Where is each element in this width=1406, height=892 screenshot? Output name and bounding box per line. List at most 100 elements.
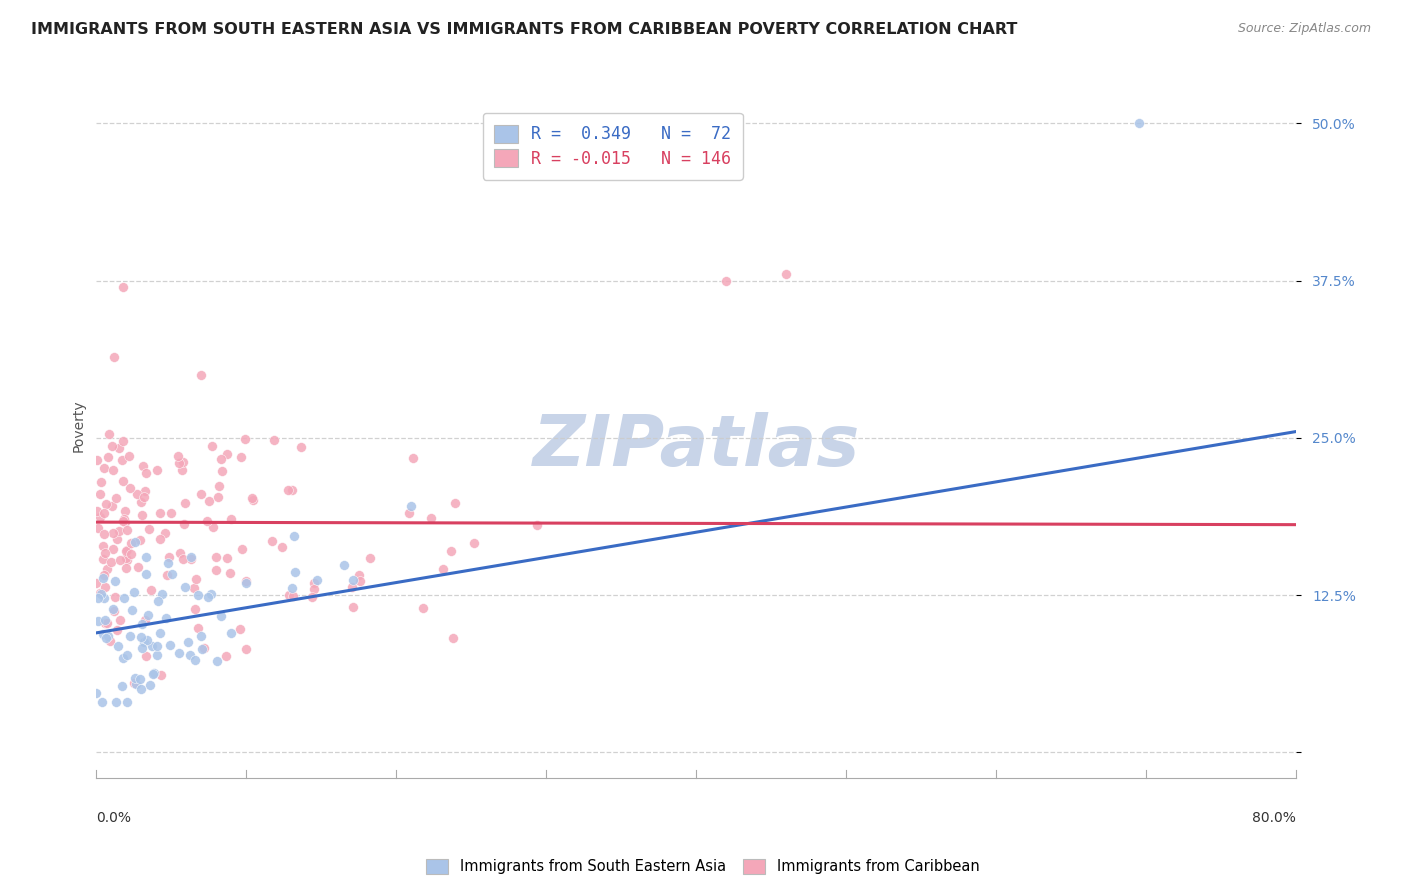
Point xyxy=(145,462,167,476)
Point xyxy=(90,475,112,490)
Point xyxy=(105,695,128,709)
Point xyxy=(150,587,173,601)
Point xyxy=(160,567,183,582)
Point xyxy=(276,483,298,497)
Point xyxy=(1128,116,1150,130)
Point xyxy=(124,535,146,549)
Point xyxy=(197,493,219,508)
Y-axis label: Poverty: Poverty xyxy=(72,399,86,451)
Point xyxy=(131,640,153,655)
Point xyxy=(167,449,190,463)
Point xyxy=(149,532,172,546)
Point xyxy=(219,566,242,580)
Point xyxy=(281,590,304,604)
Point xyxy=(89,509,111,524)
Point xyxy=(129,495,152,509)
Point xyxy=(118,629,141,643)
Point xyxy=(342,600,364,615)
Point xyxy=(97,450,120,465)
Point xyxy=(280,581,302,595)
Point xyxy=(118,449,141,463)
Point xyxy=(142,667,165,681)
Point xyxy=(131,616,153,631)
Point xyxy=(93,567,115,582)
Point xyxy=(114,515,136,529)
Point xyxy=(125,487,148,501)
Point xyxy=(94,616,117,631)
Point xyxy=(302,575,325,590)
Point xyxy=(94,546,117,560)
Point xyxy=(101,542,124,557)
Point xyxy=(304,582,326,596)
Point xyxy=(111,280,134,294)
Point xyxy=(240,491,263,505)
Point xyxy=(132,490,155,504)
Point xyxy=(112,434,135,448)
Point xyxy=(87,615,110,629)
Point xyxy=(89,487,111,501)
Point xyxy=(91,571,114,585)
Point xyxy=(242,493,264,508)
Point xyxy=(235,432,257,446)
Point xyxy=(93,591,115,606)
Point xyxy=(432,561,454,575)
Point xyxy=(211,464,233,478)
Point xyxy=(91,539,114,553)
Point xyxy=(441,631,464,645)
Point xyxy=(775,267,797,281)
Point xyxy=(398,506,420,520)
Point xyxy=(420,510,443,524)
Point xyxy=(117,553,139,567)
Point xyxy=(134,484,156,499)
Point xyxy=(112,591,135,606)
Point xyxy=(134,648,156,663)
Point xyxy=(120,548,142,562)
Point xyxy=(207,491,229,505)
Point xyxy=(301,590,323,604)
Point xyxy=(138,608,160,623)
Point xyxy=(149,668,172,682)
Point xyxy=(115,543,138,558)
Point xyxy=(138,522,160,536)
Point xyxy=(97,427,120,442)
Point xyxy=(114,504,136,518)
Point xyxy=(169,456,191,470)
Point xyxy=(86,576,108,591)
Point xyxy=(112,514,135,528)
Point xyxy=(93,460,115,475)
Point xyxy=(146,639,169,653)
Point xyxy=(180,550,202,565)
Point xyxy=(107,441,129,455)
Point xyxy=(190,629,212,643)
Point xyxy=(139,582,162,597)
Point xyxy=(149,507,172,521)
Text: ZIPatlas: ZIPatlas xyxy=(533,412,860,481)
Point xyxy=(156,567,179,582)
Point xyxy=(105,532,128,546)
Point xyxy=(120,481,142,495)
Point xyxy=(176,634,198,648)
Point xyxy=(235,642,257,657)
Point xyxy=(463,536,485,550)
Point xyxy=(135,566,157,581)
Point xyxy=(110,613,132,627)
Point xyxy=(201,439,224,453)
Point xyxy=(219,511,242,525)
Point xyxy=(122,675,145,690)
Point xyxy=(101,500,124,514)
Point xyxy=(108,553,131,567)
Point xyxy=(205,654,228,668)
Point xyxy=(139,678,162,692)
Point xyxy=(160,506,183,520)
Text: 80.0%: 80.0% xyxy=(1253,811,1296,824)
Point xyxy=(104,574,127,588)
Point xyxy=(401,450,423,465)
Point xyxy=(332,558,354,572)
Point xyxy=(101,525,124,540)
Point xyxy=(94,613,117,627)
Point xyxy=(172,455,194,469)
Point xyxy=(87,591,110,605)
Point xyxy=(114,550,136,565)
Point xyxy=(187,621,209,635)
Point xyxy=(104,590,127,604)
